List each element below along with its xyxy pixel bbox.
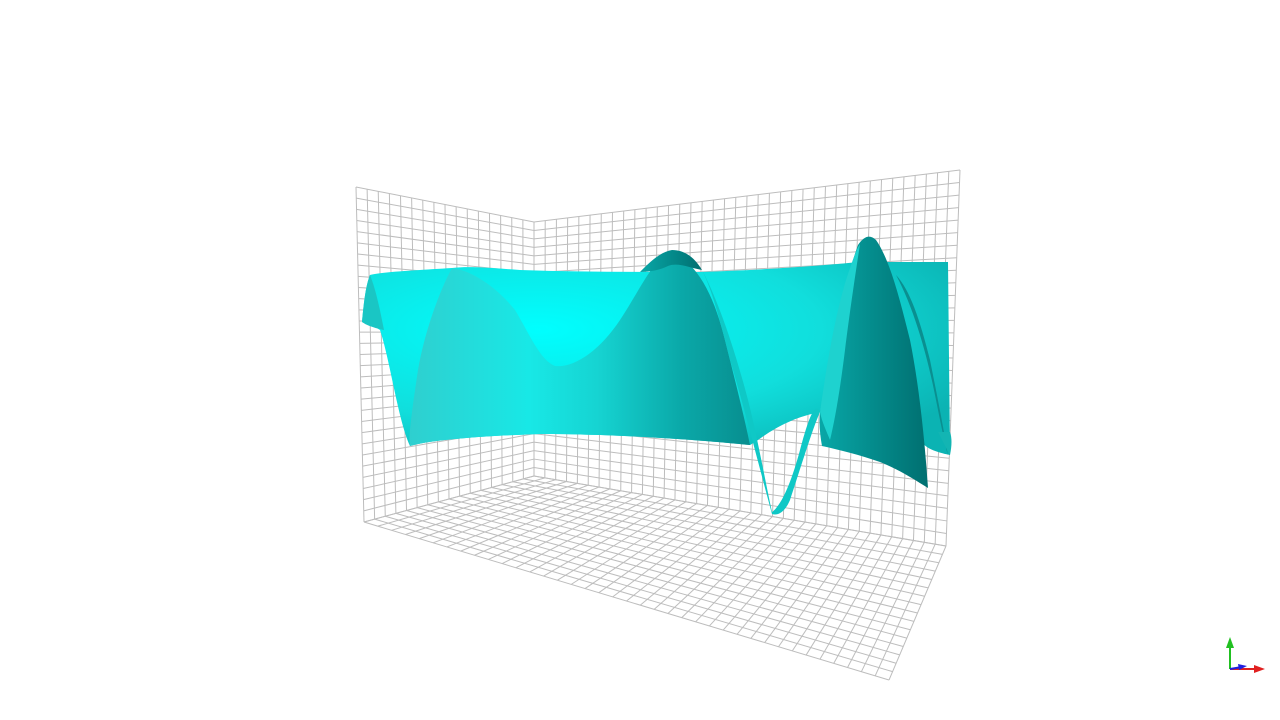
grid-floor	[363, 475, 947, 681]
surface-right-edge-tip	[938, 432, 952, 455]
grid-floor-line-v	[374, 518, 893, 673]
grid-back-left-line-v	[363, 458, 535, 501]
grid-back-right-line-v	[533, 194, 960, 240]
grid-back-right-line-v	[533, 182, 960, 231]
grid-floor-line-v	[470, 492, 925, 597]
grid-floor-line-v	[502, 484, 936, 572]
grid-floor-line-v	[363, 521, 890, 681]
grid-floor-line-v	[385, 515, 897, 664]
grid-back-right-line-v	[533, 244, 958, 274]
surface-left-flap	[362, 275, 384, 330]
grid-back-left-line-v	[362, 441, 535, 478]
grid-floor-line-v	[533, 475, 947, 547]
orientation-axes	[1226, 637, 1265, 673]
surface-crest-ridge	[640, 250, 702, 272]
surface-central-trough	[702, 270, 820, 515]
axis-z-arrow-icon	[1238, 664, 1247, 670]
grid-floor-line-v	[427, 504, 911, 631]
grid-back-left-line-v	[356, 208, 535, 240]
surface-left-fold	[409, 252, 750, 446]
grid-back-left-line-v	[356, 197, 535, 231]
axis-x-arrow-icon	[1254, 665, 1265, 673]
grid-back-right-line-v	[533, 232, 958, 265]
grid-floor-line-v	[491, 487, 932, 580]
grid-back-right-line-v	[533, 450, 948, 509]
grid-floor-line-v	[512, 481, 939, 564]
grid-floor-line-v	[448, 498, 918, 614]
grid-back-left-line-v	[356, 220, 535, 248]
surface-right-crest-light	[820, 244, 860, 440]
grid-back-right-line-v	[533, 441, 948, 497]
grid-back-left-line-v	[363, 450, 535, 489]
grid-back-left-line-v	[362, 433, 535, 467]
grid-back-left-line-v	[355, 186, 535, 223]
grid-back-right-line-v	[533, 219, 959, 257]
grid-back-right-line-v	[533, 467, 947, 534]
grid-floor-line-v	[459, 495, 922, 606]
grid-back-right-line-v	[533, 207, 959, 248]
grid-back-left-line-v	[356, 231, 535, 257]
grid-back-right-line-v	[533, 458, 948, 522]
wave-surface	[362, 236, 952, 515]
grid-back-right-line-v	[533, 433, 949, 484]
grid-back-right-line-v	[533, 169, 961, 223]
grid-floor-line-v	[438, 501, 915, 622]
grid-floor-line-v	[416, 507, 907, 639]
axis-y-arrow-icon	[1226, 637, 1234, 648]
grid-back-left-line-v	[357, 242, 535, 265]
grid-floor-line-v	[406, 510, 904, 647]
grid-floor-line-v	[523, 478, 943, 555]
grid-back-left-line-v	[363, 467, 535, 512]
grid-floor-line-v	[480, 489, 929, 589]
grid-floor-line-v	[395, 512, 900, 656]
